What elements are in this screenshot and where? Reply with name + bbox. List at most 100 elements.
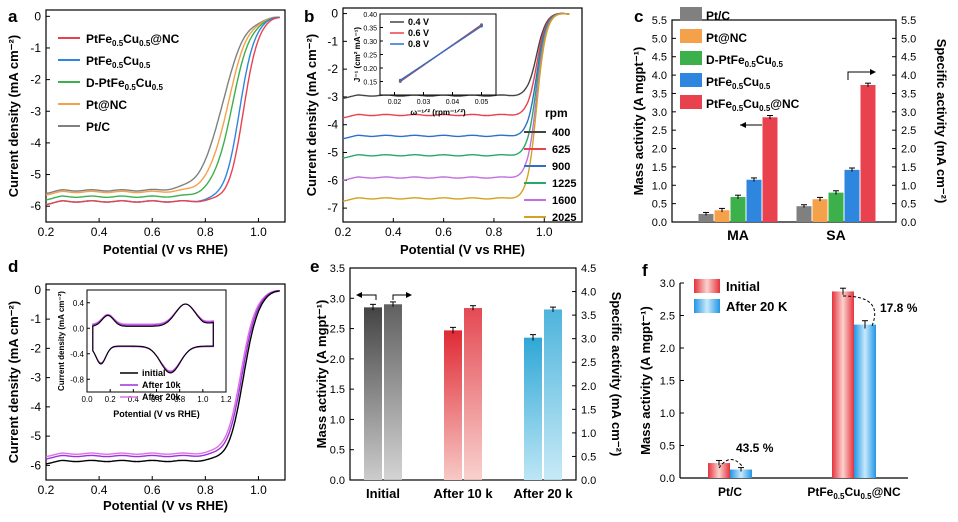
y-tick-label: 3.5 [330,263,345,275]
label-part: @NC [872,485,901,499]
x-tick-label: 1.0 [250,483,267,497]
panel-c: 0.0 0.5 1.0 1.5 2.0 2.5 3.0 3.5 4.0 4.5 5.0 5.5 0.0 0… [631,7,949,243]
inset-x-tick-label: 0.04 [446,99,460,106]
panel-label: b [304,7,314,26]
cv-curve [92,303,214,374]
plot-frame [342,7,583,223]
panel-label: d [8,257,18,276]
y-tick-label: 2.5 [581,357,596,369]
inset-x-tick-label: 1.0 [197,395,209,404]
legend-label: 1225 [552,178,576,190]
y-tick-label: 0.5 [660,441,675,453]
y-tick-label: 1.0 [652,180,667,192]
y-tick-label: 1.5 [652,162,667,174]
label-part: D-PtFe [706,53,745,67]
y-tick-label: 3.0 [660,278,675,290]
x-tick-label: 0.6 [144,225,161,239]
inset-x-tick-label: 0.0 [81,395,93,404]
label-part: 0.5 [860,492,872,501]
label-part: Pt/C [86,120,110,134]
panel-a: 0.2 0.4 0.6 0.8 1.0 0 -1 -2 -3 -4 -5 -6 Potential (V… [6,7,286,257]
series-line [45,289,280,458]
panel-label: c [634,7,643,26]
legend-label: Initial [726,279,760,294]
legend-swatch [694,299,720,313]
plot-frame [349,267,577,481]
category-label: After 20 k [513,486,573,501]
legend-title: rpm [545,106,568,120]
x-tick-label: 0.6 [435,225,452,239]
label-part: 0.5 [772,60,784,69]
y-tick-label: 5.5 [901,15,916,27]
panel-label: e [310,257,319,276]
label-part: PtFe [706,75,732,89]
x-tick-label: 0.2 [38,225,55,239]
y-tick-label: 0.0 [581,475,596,487]
y-axis-label: Current density (mA cm⁻²) [6,35,21,197]
category-label: Pt/C [718,485,742,499]
label-part: Pt/C [706,9,730,23]
arrow-head [870,69,876,75]
y-tick-label: -5 [30,168,41,182]
y-tick-label: 2.0 [581,381,596,393]
y-tick-label: -6 [30,458,41,472]
bar [714,210,730,222]
y-tick-label: -1 [30,41,41,55]
bar [762,117,778,222]
y-tick-label: -1 [30,312,41,326]
inset-x-tick-label: 0.6 [151,395,163,404]
y-tick-label: 5.0 [652,33,667,45]
y-tick-label: 1.5 [581,404,596,416]
bar [524,337,542,480]
category-label: SA [826,227,845,243]
y-tick-label: 1.5 [330,384,345,396]
inset-legend-label: After 20k [142,392,182,402]
y-tick-label: 0 [34,9,41,23]
series-line [342,12,570,181]
bar [860,85,876,223]
bar [698,213,714,222]
y-tick-label: -5 [327,146,338,160]
y-tick-label: -4 [30,400,41,414]
y-tick-label: 5.0 [901,33,916,45]
legend-label: Pt/C [86,120,110,134]
y-tick-label: 3.0 [901,107,916,119]
inset-x-tick-label: 0.02 [388,99,402,106]
y-tick-label: 1.0 [660,408,675,420]
bar [828,192,844,222]
plot-frame [45,283,286,481]
inset-y-tick-label: 0.35 [363,26,377,33]
y-axis-label: Current density (mA cm⁻²) [6,301,21,463]
label-part: Cu [844,485,860,499]
category-label: MA [727,227,749,243]
y-tick-label: -3 [30,371,41,385]
bar [708,463,730,478]
y-tick-label: -4 [30,136,41,150]
legend-label: Pt/C [706,9,730,23]
legend-label: PtFe0.5Cu0.5 [86,54,151,70]
label-part: 0.5 [125,83,137,92]
y-tick-label: 2.0 [660,343,675,355]
inset-y-tick-label: 0.0 [73,324,85,333]
y-tick-label: 0.0 [660,473,675,485]
legend-label: D-PtFe0.5Cu0.5 [86,76,163,92]
y-tick-label: 1.5 [660,376,675,388]
y-tick-label: -7 [327,201,338,215]
label-part: PtFe [807,485,833,499]
bar [832,291,854,478]
label-part: 0.5 [732,104,744,113]
inset-x-axis-label: Potential (V vs RHE) [113,409,200,419]
series-line [342,13,570,159]
bar [730,469,752,478]
panel-d: 0.2 0.4 0.6 0.8 1.0 0 -1 -2 -3 -4 -5 -6 Potential (V… [6,257,286,513]
arrow-right [847,71,870,80]
y-tick-label: 0.0 [652,217,667,229]
inset-x-tick-label: 0.05 [475,99,489,106]
y-tick-label: 0.5 [901,199,916,211]
series-line [45,16,280,195]
annotation-arc [842,295,876,327]
inset-legend-label: initial [142,368,166,378]
panel-label: a [8,7,18,26]
y-tick-label: 1.0 [581,428,596,440]
y-tick-label: 2.5 [660,311,675,323]
